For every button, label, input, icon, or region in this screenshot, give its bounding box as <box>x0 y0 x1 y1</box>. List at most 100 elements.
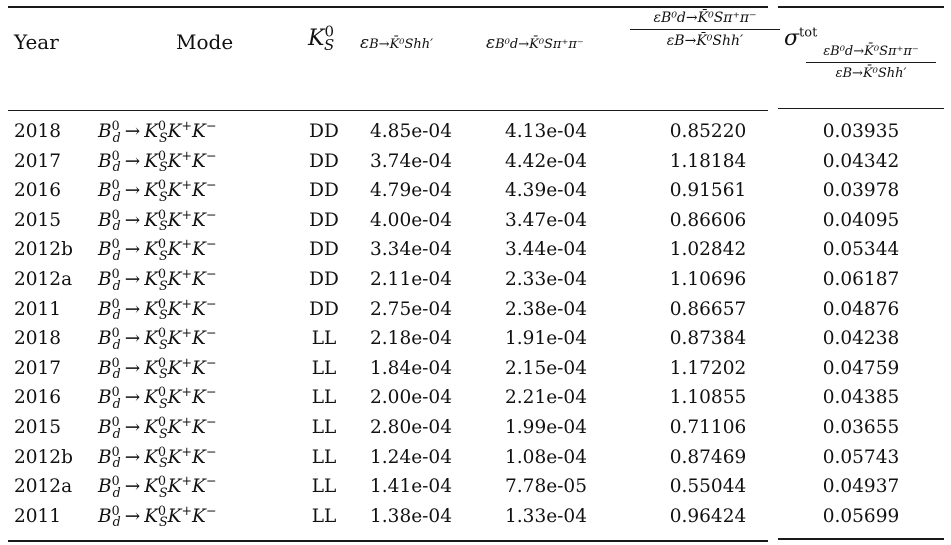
cell-eff-b: 3.74e-04 <box>370 150 452 172</box>
cell-eff-bd: 3.47e-04 <box>505 209 587 231</box>
top-rule-right <box>778 6 944 8</box>
cell-eff-b: 2.00e-04 <box>370 387 452 409</box>
mode-b: B <box>98 269 112 290</box>
cell-eff-bd: 4.13e-04 <box>505 121 587 142</box>
mode-b: B <box>98 150 112 172</box>
cell-mode: B0d → K0SK+K− <box>98 295 217 323</box>
cell-eff-b: 2.18e-04 <box>370 328 452 350</box>
header-sigma: σtot <box>784 25 818 51</box>
header-ratio: εB⁰d→K̄⁰Sπ⁺π⁻ εB→K̄⁰Shh′ <box>630 10 780 49</box>
mode-b: B <box>98 446 112 468</box>
mode-arrow: → <box>124 269 141 290</box>
cell-eff-b: 2.75e-04 <box>370 298 452 320</box>
cell-eff-bd: 1.33e-04 <box>505 505 587 527</box>
cell-ks: DD <box>309 209 339 231</box>
mode-b: B <box>98 180 112 202</box>
cell-ks: LL <box>311 446 337 468</box>
mode-arrow: → <box>124 328 141 350</box>
cell-ks: LL <box>311 505 337 527</box>
cell-sigma: 0.05699 <box>822 505 900 527</box>
sigma-numerator: εB⁰d→K̄⁰Sπ⁺π⁻ <box>823 44 919 59</box>
cell-ratio: 0.71106 <box>669 417 747 438</box>
cell-ks: DD <box>309 298 339 320</box>
header-year: Year <box>14 30 59 54</box>
cell-eff-b: 4.85e-04 <box>370 121 452 142</box>
cell-mode: B0d → K0SK+K− <box>98 384 217 412</box>
cell-year: 2012a <box>14 476 73 498</box>
cell-mode: B0d → K0SK+K− <box>98 443 217 471</box>
cell-eff-bd: 1.91e-04 <box>505 328 587 350</box>
cell-ratio: 0.85220 <box>669 121 747 142</box>
mode-b: B <box>98 476 112 498</box>
top-rule-left <box>8 6 768 8</box>
cell-eff-b: 2.11e-04 <box>370 269 452 290</box>
cell-sigma: 0.03655 <box>822 417 900 438</box>
cell-ratio: 0.87469 <box>669 446 747 468</box>
cell-eff-b: 3.34e-04 <box>370 239 452 261</box>
cell-eff-bd: 2.38e-04 <box>505 298 587 320</box>
mode-arrow: → <box>124 357 141 379</box>
cell-eff-bd: 2.21e-04 <box>505 387 587 409</box>
cell-mode: B0d → K0SK+K− <box>98 117 217 145</box>
mode-b: B <box>98 239 112 261</box>
cell-eff-b: 4.79e-04 <box>370 180 452 202</box>
cell-eff-b: 1.41e-04 <box>370 476 452 498</box>
cell-year: 2016 <box>14 387 62 409</box>
cell-sigma: 0.05743 <box>822 446 900 468</box>
mode-arrow: → <box>124 505 141 527</box>
mode-b: B <box>98 121 112 142</box>
cell-eff-bd: 1.99e-04 <box>505 417 587 438</box>
sigma-denominator: εB→K̄⁰Shh′ <box>835 66 907 82</box>
cell-eff-b: 2.80e-04 <box>370 417 452 438</box>
cell-year: 2011 <box>14 298 62 320</box>
efficiency-table: Year Mode K0S εB→K̄⁰Shh′ εB⁰d→K̄⁰Sπ⁺π⁻ ε… <box>8 0 944 545</box>
cell-mode: B0d → K0SK+K− <box>98 413 217 441</box>
cell-ratio: 1.17202 <box>669 357 747 379</box>
cell-year: 2017 <box>14 357 62 379</box>
cell-mode: B0d → K0SK+K− <box>98 325 217 352</box>
cell-year: 2018 <box>14 328 62 350</box>
sigma-fraction-bar <box>806 62 936 64</box>
cell-mode: B0d → K0SK+K− <box>98 147 217 175</box>
ratio-numerator: εB⁰d→K̄⁰Sπ⁺π⁻ <box>653 10 757 26</box>
header-eff-b: εB→K̄⁰Shh′ <box>360 33 434 53</box>
cell-sigma: 0.04876 <box>822 298 900 320</box>
cell-sigma: 0.04385 <box>822 387 900 409</box>
cell-ratio: 1.02842 <box>669 239 747 261</box>
cell-ks: LL <box>311 476 337 498</box>
cell-eff-bd: 7.78e-05 <box>505 476 587 498</box>
ratio-denominator: εB→K̄⁰Shh′ <box>666 33 744 50</box>
cell-ratio: 0.91561 <box>669 180 747 202</box>
cell-sigma: 0.06187 <box>822 269 900 290</box>
header-mode: Mode <box>176 30 234 54</box>
cell-eff-bd: 1.08e-04 <box>505 446 587 468</box>
cell-sigma: 0.04759 <box>822 357 900 379</box>
cell-ratio: 1.18184 <box>669 150 747 172</box>
bottom-rule-left <box>8 540 768 542</box>
cell-year: 2015 <box>14 417 62 438</box>
cell-year: 2018 <box>14 121 62 142</box>
cell-sigma: 0.04095 <box>822 209 900 231</box>
cell-ks: DD <box>309 121 339 142</box>
cell-ks: DD <box>309 269 339 290</box>
cell-ks: LL <box>311 387 337 409</box>
cell-year: 2011 <box>14 505 62 527</box>
cell-sigma: 0.03935 <box>822 121 900 142</box>
cell-sigma: 0.04238 <box>822 328 900 350</box>
cell-mode: B0d → K0SK+K− <box>98 265 217 293</box>
header-ks: K0S <box>308 22 335 55</box>
mode-arrow: → <box>124 180 141 202</box>
cell-ks: LL <box>311 417 337 438</box>
cell-eff-b: 1.24e-04 <box>370 446 452 468</box>
mode-arrow: → <box>124 209 141 231</box>
mode-b: B <box>98 387 112 409</box>
cell-mode: B0d → K0SK+K− <box>98 206 217 234</box>
cell-sigma: 0.05344 <box>822 239 900 261</box>
header-sigma-fraction: εB⁰d→K̄⁰Sπ⁺π⁻ εB→K̄⁰Shh′ <box>806 44 936 81</box>
cell-eff-bd: 2.15e-04 <box>505 357 587 379</box>
cell-ks: DD <box>309 150 339 172</box>
cell-year: 2017 <box>14 150 62 172</box>
cell-ks: LL <box>311 328 337 350</box>
cell-sigma: 0.04937 <box>822 476 900 498</box>
cell-mode: B0d → K0SK+K− <box>98 177 217 204</box>
